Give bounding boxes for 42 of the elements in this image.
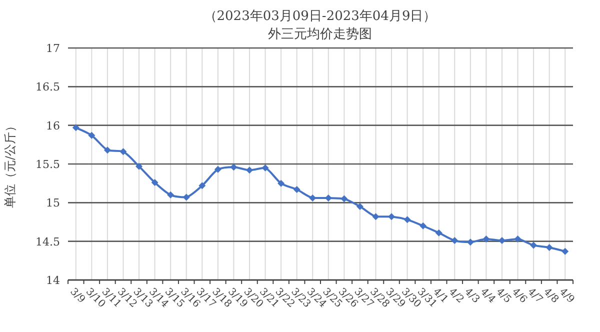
point	[293, 186, 300, 194]
point	[356, 203, 364, 210]
point	[420, 222, 427, 230]
point	[466, 238, 474, 246]
point	[214, 166, 222, 173]
point	[530, 242, 538, 249]
y-tick-label: 17	[46, 42, 60, 55]
point	[278, 180, 285, 187]
point	[340, 195, 348, 202]
point	[482, 236, 490, 243]
point	[546, 244, 553, 252]
point	[167, 191, 174, 198]
point	[72, 124, 80, 132]
point	[372, 213, 380, 220]
point	[136, 162, 143, 170]
point	[198, 182, 206, 190]
point	[230, 164, 238, 171]
point	[104, 146, 111, 154]
chart-subtitle: 外三元均价走势图	[268, 27, 372, 42]
y-tick-label: 14	[46, 274, 60, 287]
point	[151, 179, 158, 186]
point	[562, 248, 569, 255]
point	[88, 132, 96, 139]
y-tick-label: 15.5	[36, 158, 60, 171]
point	[262, 164, 269, 172]
y-tick-label: 14.5	[36, 235, 60, 248]
y-tick-label: 15	[46, 196, 60, 210]
y-tick-label: 16	[46, 119, 60, 132]
y-tick-label: 16.5	[36, 80, 60, 94]
chart-title: （2023年03月09日-2023年04月9日）	[204, 9, 436, 24]
x-tick-label: 3/9	[68, 286, 87, 306]
point	[435, 229, 442, 236]
point	[246, 166, 253, 174]
point	[498, 237, 506, 244]
point	[451, 237, 458, 244]
x-tick-label: 4/6	[510, 286, 529, 306]
point	[388, 213, 396, 220]
point	[182, 194, 190, 201]
point	[514, 236, 522, 243]
y-axis-title: 单位（元/公斤）	[3, 120, 17, 208]
point	[404, 216, 411, 224]
point	[120, 148, 127, 156]
